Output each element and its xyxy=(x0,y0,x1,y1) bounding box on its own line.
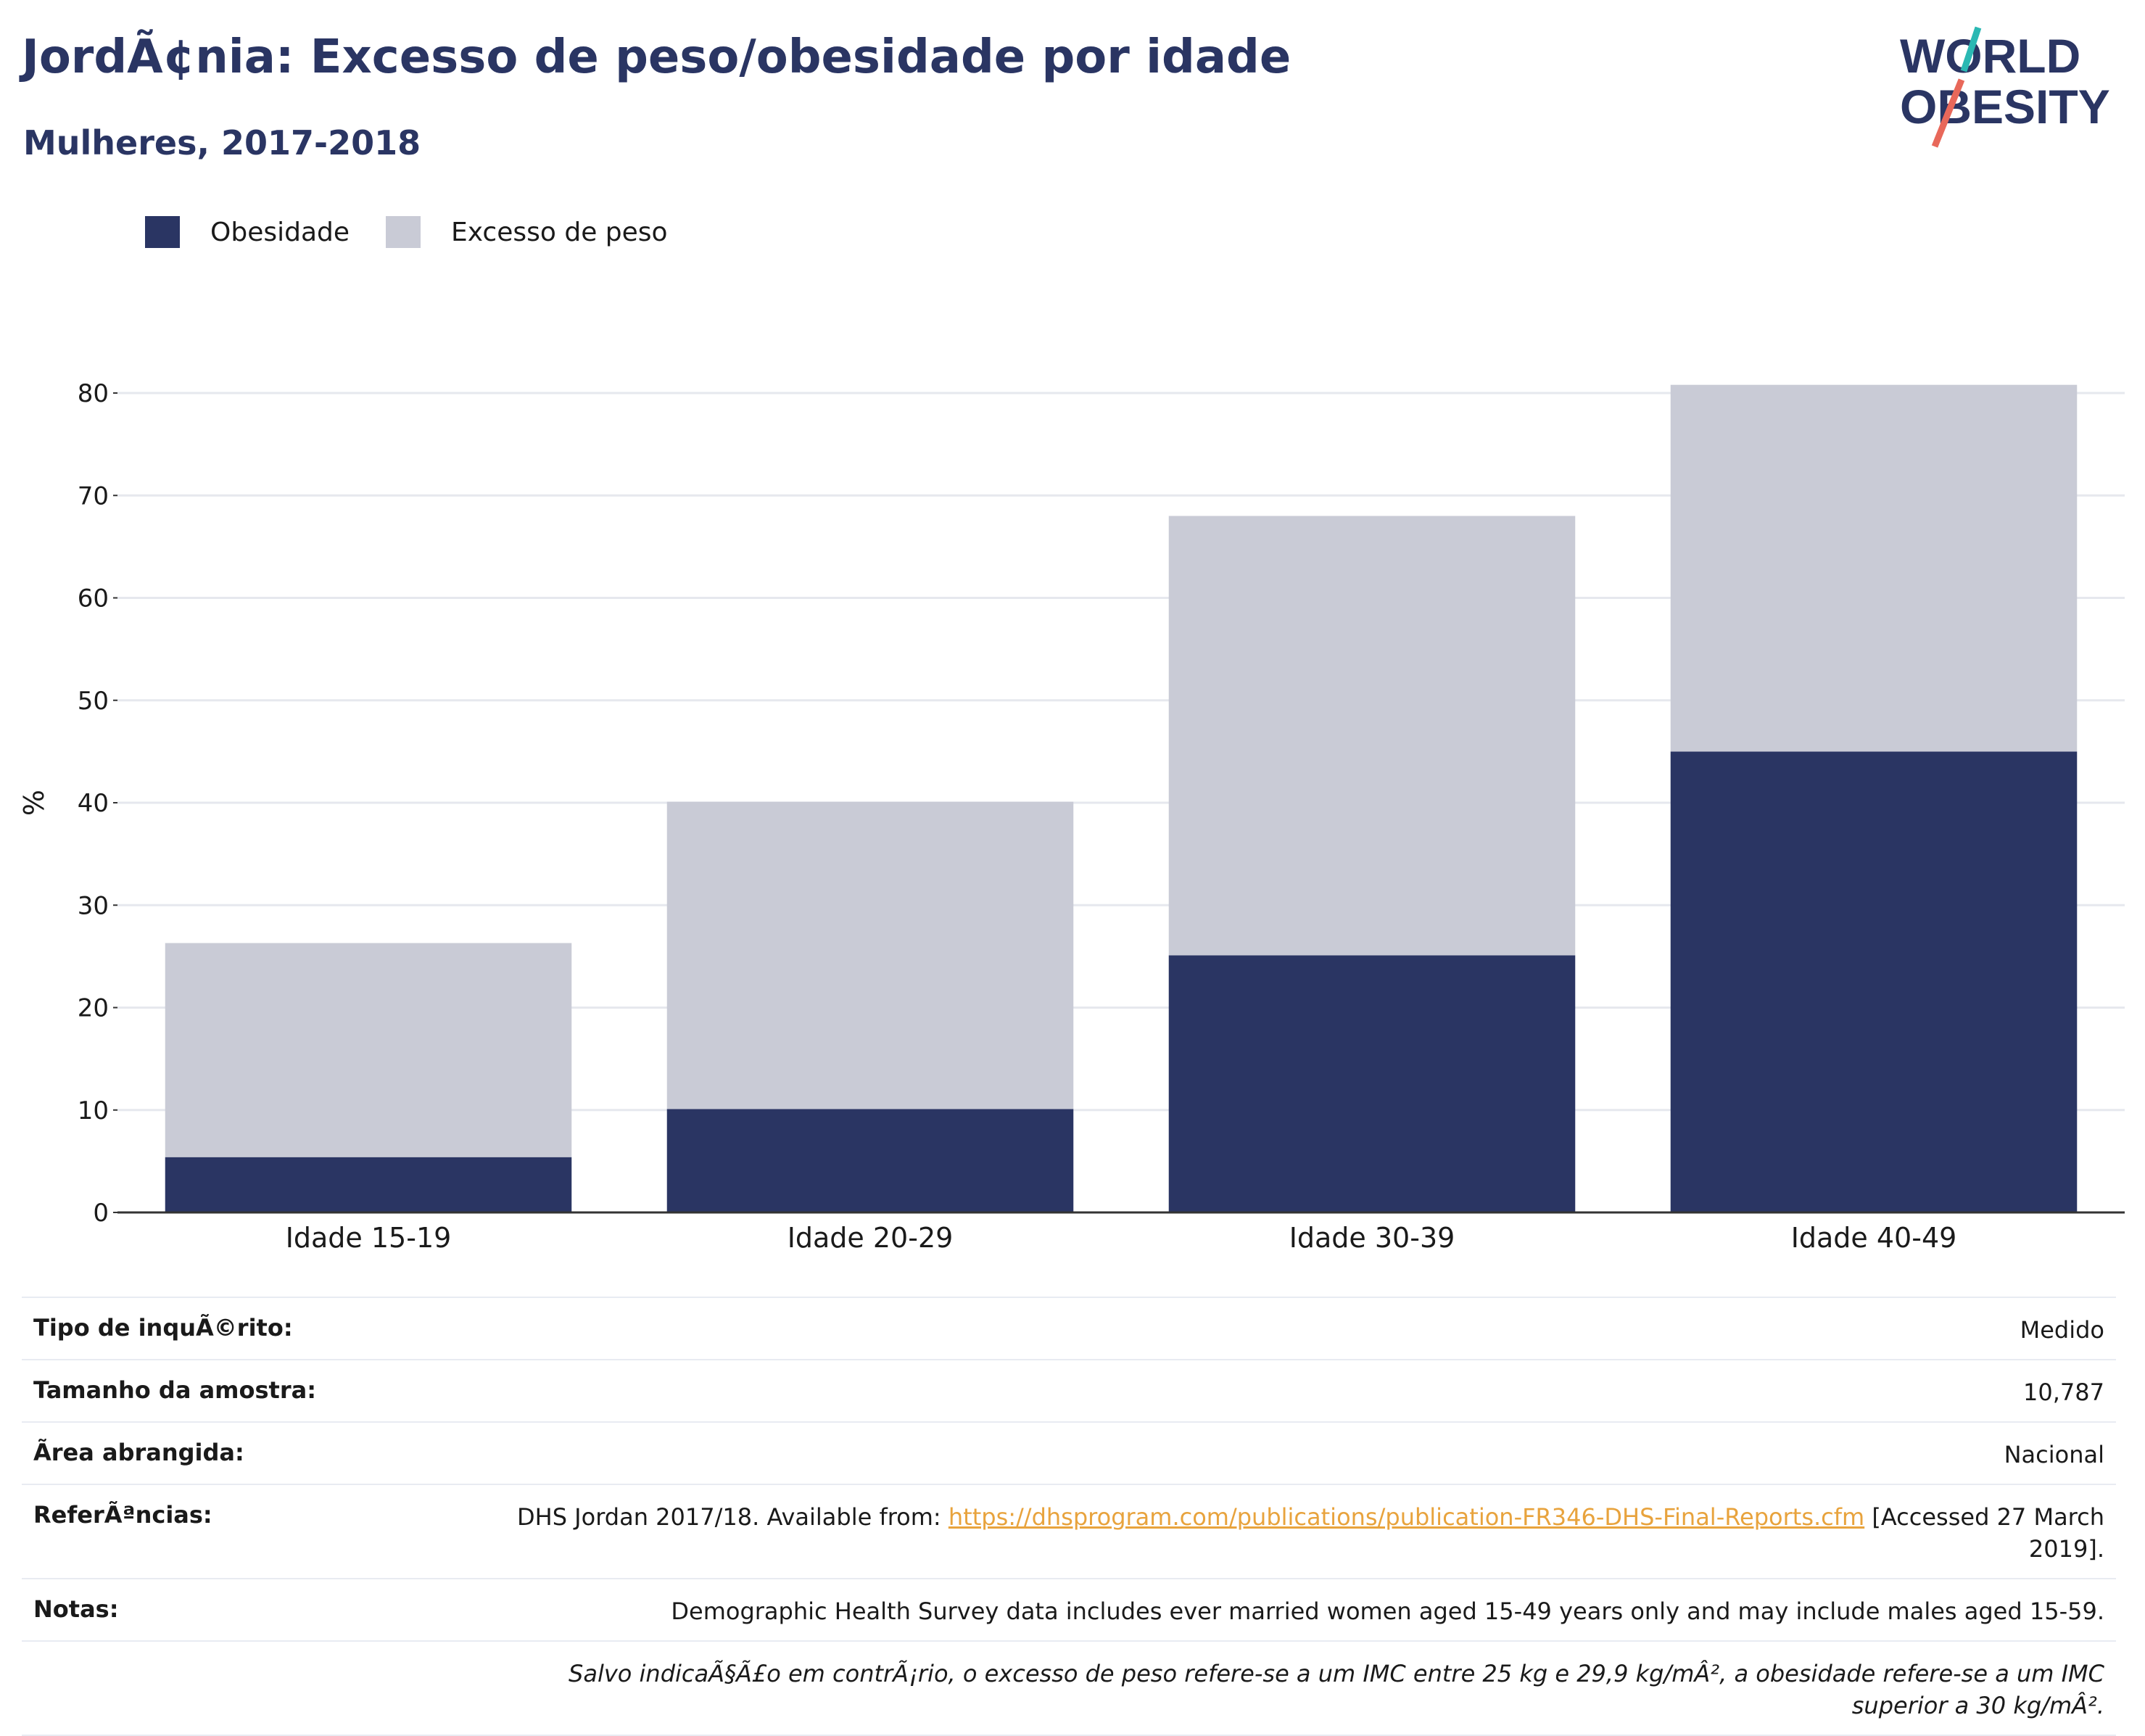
info-row-area: Ã rea abrangida: Nacional xyxy=(22,1421,2116,1484)
chart-subtitle: Mulheres, 2017-2018 xyxy=(23,123,421,162)
bar-chart: 0 10 20 30 40 50 60 70 80% Idade 15-19 Idade 20-29… xyxy=(0,377,2145,1276)
legend-swatch-obesity xyxy=(145,216,180,248)
info-row-footnote: Salvo indicaÃ§Ã£o em contrÃ¡rio, o exces… xyxy=(22,1640,2116,1736)
info-row-references: ReferÃªncias: DHS Jordan 2017/18. Availa… xyxy=(22,1484,2116,1578)
sample-size-label: Tamanho da amostra: xyxy=(33,1376,316,1404)
chart-title: JordÃ¢nia: Excesso de peso/obesidade por… xyxy=(22,30,1291,84)
survey-type-value: Medido xyxy=(2020,1314,2104,1346)
area-value: Nacional xyxy=(2004,1439,2104,1471)
notes-label: Notas: xyxy=(33,1595,119,1623)
info-table: Tipo de inquÃ©rito: Medido Tamanho da am… xyxy=(22,1297,2116,1736)
x-tick-label-1: Idade 20-29 xyxy=(788,1222,954,1254)
x-tick-label-0: Idade 15-19 xyxy=(286,1222,452,1254)
references-label: ReferÃªncias: xyxy=(33,1501,212,1529)
y-tick-label-60: 60 xyxy=(78,584,109,613)
info-row-sample-size: Tamanho da amostra: 10,787 xyxy=(22,1359,2116,1421)
y-tick-label-20: 20 xyxy=(78,994,109,1023)
legend-item-overweight[interactable]: Excesso de peso xyxy=(386,216,668,248)
logo-line1: WORLD xyxy=(1900,29,2080,83)
y-tick-label-30: 30 xyxy=(78,891,109,920)
sample-size-value: 10,787 xyxy=(2023,1376,2104,1408)
chart-legend: Obesidade Excesso de peso xyxy=(145,216,704,248)
footnote-text: Salvo indicaÃ§Ã£o em contrÃ¡rio, o exces… xyxy=(509,1658,2104,1721)
legend-swatch-overweight xyxy=(386,216,421,248)
bar-obesity-0 xyxy=(165,1157,572,1212)
legend-item-obesity[interactable]: Obesidade xyxy=(145,216,350,248)
bar-overweight-2 xyxy=(1169,516,1576,956)
y-tick-label-40: 40 xyxy=(78,789,109,818)
bar-obesity-1 xyxy=(667,1109,1074,1212)
references-suffix: [Accessed 27 March 2019]. xyxy=(1864,1503,2104,1563)
y-tick-label-50: 50 xyxy=(78,687,109,716)
bar-overweight-3 xyxy=(1671,385,2078,752)
bar-overweight-1 xyxy=(667,802,1074,1109)
x-tick-label-2: Idade 30-39 xyxy=(1289,1222,1455,1254)
info-row-survey-type: Tipo de inquÃ©rito: Medido xyxy=(22,1297,2116,1359)
y-tick-label-80: 80 xyxy=(78,379,109,408)
notes-value: Demographic Health Survey data includes … xyxy=(671,1595,2104,1627)
references-value: DHS Jordan 2017/18. Available from: http… xyxy=(509,1501,2104,1565)
y-tick-label-70: 70 xyxy=(78,481,109,511)
references-prefix: DHS Jordan 2017/18. Available from: xyxy=(517,1503,948,1531)
legend-label-obesity: Obesidade xyxy=(210,218,350,247)
y-axis-label: % xyxy=(18,790,50,816)
area-label: Ã rea abrangida: xyxy=(33,1439,244,1466)
references-link[interactable]: https://dhsprogram.com/publications/publ… xyxy=(948,1503,1864,1531)
info-row-notes: Notas: Demographic Health Survey data in… xyxy=(22,1578,2116,1640)
x-tick-label-3: Idade 40-49 xyxy=(1791,1222,1957,1254)
bar-overweight-0 xyxy=(165,943,572,1157)
logo-line2: OBESITY xyxy=(1900,80,2110,133)
world-obesity-logo: WORLD OBESITY xyxy=(1885,22,2132,152)
survey-type-label: Tipo de inquÃ©rito: xyxy=(33,1314,293,1342)
bar-obesity-2 xyxy=(1169,955,1576,1212)
y-tick-label-0: 0 xyxy=(93,1199,109,1228)
bar-obesity-3 xyxy=(1671,751,2078,1212)
legend-label-overweight: Excesso de peso xyxy=(451,218,668,247)
y-tick-label-10: 10 xyxy=(78,1096,109,1125)
